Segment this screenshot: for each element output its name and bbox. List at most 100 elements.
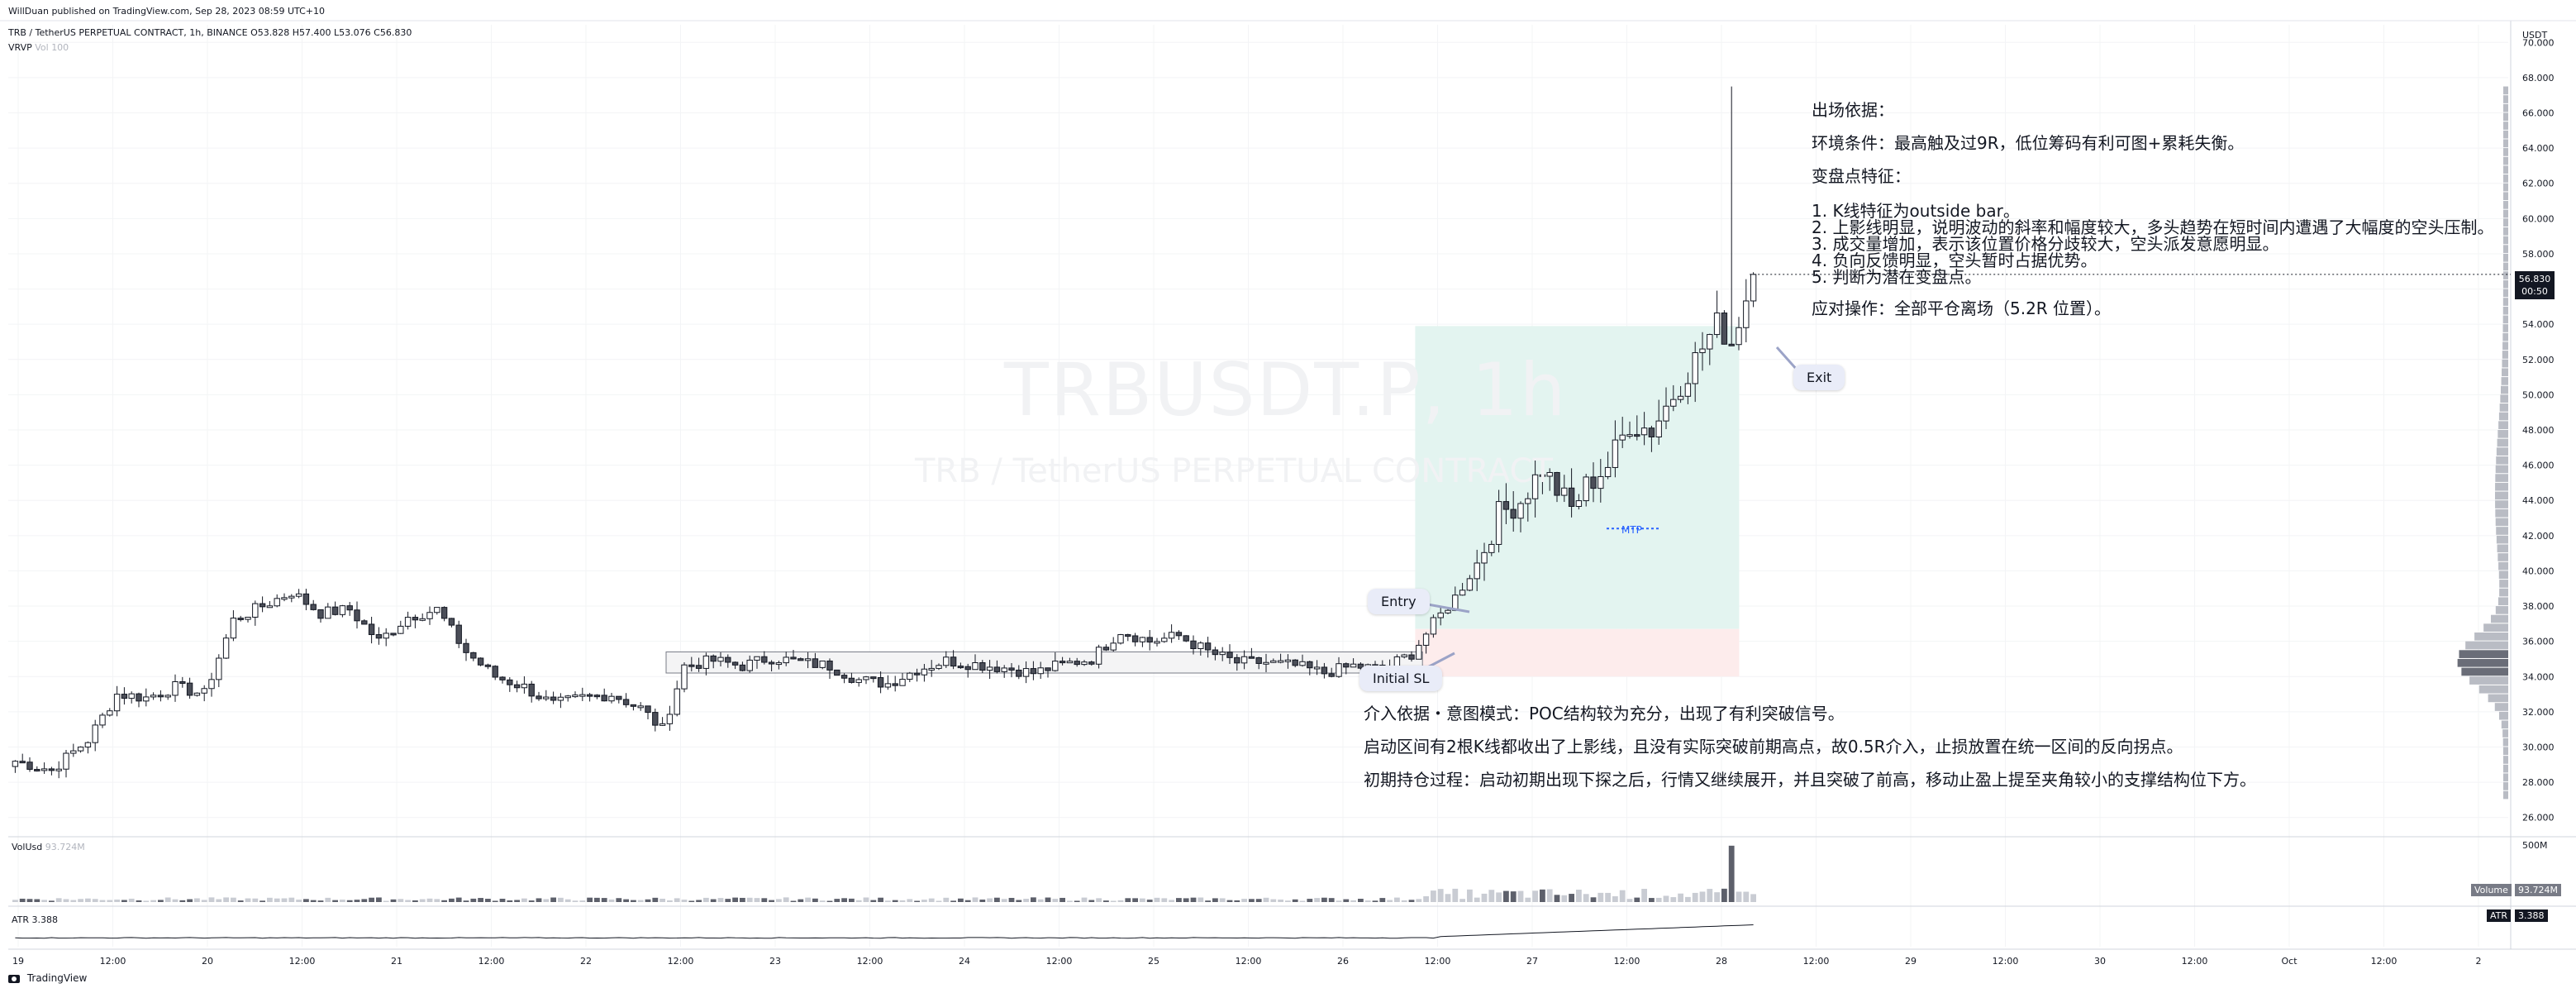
candle-body bbox=[186, 682, 193, 696]
volume-bar bbox=[616, 898, 622, 902]
candle-body bbox=[1619, 434, 1626, 441]
profile-bar bbox=[2503, 130, 2508, 139]
volume-bar bbox=[303, 899, 309, 902]
candle bbox=[761, 651, 768, 665]
candle-body bbox=[34, 769, 40, 772]
initial-sl-bubble[interactable]: Initial SL bbox=[1359, 666, 1443, 691]
volume-bar bbox=[688, 900, 695, 902]
candle-body bbox=[710, 655, 717, 662]
candle bbox=[1198, 641, 1204, 656]
candle-body bbox=[674, 688, 680, 715]
candle-body bbox=[92, 724, 98, 743]
volume-bar bbox=[761, 898, 768, 902]
volume-bar bbox=[892, 900, 898, 902]
volume-bar bbox=[143, 900, 150, 902]
candle bbox=[230, 610, 237, 642]
tradingview-logo-icon bbox=[8, 974, 20, 983]
candle bbox=[1670, 384, 1677, 412]
atr-pane-label[interactable]: ATR 3.388 bbox=[12, 914, 58, 925]
candle-body bbox=[1721, 313, 1728, 345]
candle bbox=[1626, 421, 1633, 439]
candle bbox=[1531, 460, 1539, 518]
position-zones bbox=[665, 326, 1740, 677]
candle-body bbox=[1328, 673, 1335, 677]
exit-bubble[interactable]: Exit bbox=[1793, 365, 1845, 390]
candle bbox=[840, 673, 848, 684]
candle-body bbox=[455, 624, 462, 644]
watermark-symbol: TRBUSDT.P, 1h bbox=[1004, 347, 1568, 432]
profile-bar bbox=[2502, 289, 2508, 298]
candle-body bbox=[463, 642, 469, 653]
candle-body bbox=[1525, 498, 1531, 504]
candle-body bbox=[695, 665, 702, 669]
entry-bubble[interactable]: Entry bbox=[1368, 589, 1430, 614]
footer-brand[interactable]: TradingView bbox=[8, 972, 87, 984]
candle-body bbox=[892, 683, 898, 686]
candle-body bbox=[1008, 667, 1015, 671]
candle bbox=[477, 657, 484, 666]
candle bbox=[1277, 653, 1284, 664]
candle-body bbox=[957, 666, 964, 669]
candle bbox=[1466, 575, 1474, 592]
profile-bar bbox=[2500, 385, 2508, 394]
candle bbox=[26, 757, 33, 772]
candle-body bbox=[361, 620, 368, 625]
candle-body bbox=[1350, 663, 1357, 668]
candle-body bbox=[1531, 474, 1539, 499]
candle-body bbox=[826, 660, 833, 671]
candle bbox=[404, 611, 412, 630]
candle bbox=[754, 656, 760, 669]
candle bbox=[48, 766, 55, 776]
candle-body bbox=[936, 665, 942, 669]
volume-bar bbox=[1110, 900, 1117, 902]
candle-body bbox=[739, 664, 746, 671]
candle bbox=[812, 652, 819, 668]
candle bbox=[346, 602, 353, 616]
volume-bar bbox=[1219, 898, 1226, 902]
candle-body bbox=[201, 688, 207, 694]
volume-bar bbox=[1140, 898, 1145, 902]
volume-bar bbox=[928, 898, 935, 902]
candle bbox=[1234, 654, 1240, 671]
candles[interactable] bbox=[12, 86, 1757, 779]
candle-body bbox=[507, 679, 513, 685]
candle-body bbox=[601, 695, 607, 702]
candle-body bbox=[1343, 663, 1350, 668]
symbol-line[interactable]: TRB / TetherUS PERPETUAL CONTRACT, 1h, B… bbox=[8, 27, 412, 38]
volume-bar bbox=[645, 899, 651, 902]
volume-bar bbox=[1641, 889, 1647, 902]
candle bbox=[579, 687, 586, 701]
price-tick-label: 32.000 bbox=[2522, 707, 2555, 718]
profile-bar bbox=[2502, 236, 2508, 245]
candle bbox=[128, 691, 135, 704]
candle bbox=[507, 677, 513, 692]
candle-body bbox=[1016, 669, 1022, 677]
volume-bar bbox=[1496, 892, 1502, 902]
candle-body bbox=[1212, 649, 1219, 656]
profile-bar bbox=[2502, 324, 2508, 332]
volume-bar bbox=[601, 898, 607, 902]
candle bbox=[1481, 542, 1488, 581]
volume-bar bbox=[1031, 897, 1036, 902]
candle bbox=[557, 693, 564, 709]
candle-body bbox=[1066, 661, 1074, 664]
price-tick-label: 66.000 bbox=[2522, 108, 2555, 119]
candle bbox=[907, 671, 913, 683]
volume-bar bbox=[208, 897, 215, 902]
volume-bar bbox=[1721, 888, 1727, 902]
volume-pane-label[interactable]: VolUsd 93.724M bbox=[12, 842, 85, 852]
candle-body bbox=[1154, 641, 1160, 644]
candle-body bbox=[368, 623, 375, 636]
candle bbox=[899, 673, 906, 686]
candle-body bbox=[1517, 503, 1524, 519]
volume-bar bbox=[1503, 890, 1509, 902]
volume-bar bbox=[564, 899, 571, 902]
vrvp-label[interactable]: VRVP Vol 100 bbox=[8, 42, 69, 53]
profile-bar bbox=[2469, 676, 2508, 685]
volume-indicator-name: VolUsd bbox=[12, 842, 43, 852]
candle bbox=[1408, 651, 1415, 662]
price-tick-label: 68.000 bbox=[2522, 73, 2555, 84]
volume-bar bbox=[346, 900, 353, 902]
volume-bar bbox=[405, 900, 411, 902]
